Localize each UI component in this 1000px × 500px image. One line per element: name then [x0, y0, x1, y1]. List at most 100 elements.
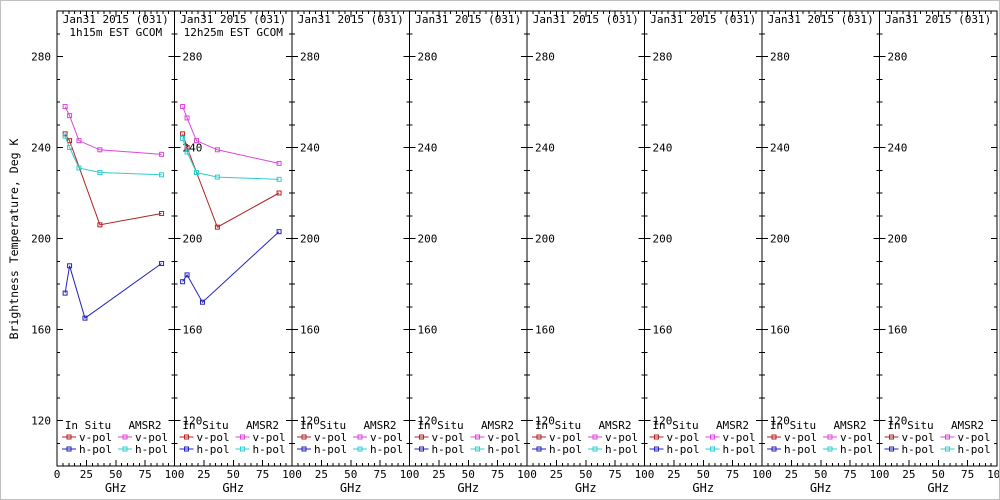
- panel-title: Jan31 2015 (031): [768, 13, 874, 26]
- legend-label: v-pol: [488, 431, 521, 444]
- legend-label: v-pol: [549, 431, 582, 444]
- legend-label: h-pol: [79, 443, 112, 456]
- panel-3: Jan31 2015 (031) 280 240 200 160 120 25 50 75 100…: [291, 10, 420, 495]
- x-axis-unit: GHz: [222, 481, 244, 495]
- x-tick-label: 75: [726, 468, 739, 481]
- panel-title: Jan31 2015 (031): [63, 13, 169, 26]
- legend-marker: [419, 434, 424, 440]
- series-marker: [180, 131, 186, 137]
- panel-2: Jan31 2015 (031)12h25m EST GCOM 280 240 200…: [174, 10, 302, 495]
- y-tick-label: 160: [300, 324, 320, 337]
- x-tick-label: 100: [870, 468, 890, 481]
- legend-header: AMSR2: [363, 419, 396, 432]
- legend-label: h-pol: [253, 443, 286, 456]
- y-tick-label: 200: [183, 233, 203, 246]
- y-tick-label: 120: [31, 415, 51, 428]
- panel-subtitle: 12h25m EST GCOM: [184, 26, 284, 39]
- legend-label: v-pol: [253, 431, 286, 444]
- legend-label: h-pol: [135, 443, 168, 456]
- legend-marker: [654, 434, 659, 440]
- y-tick-label: 200: [535, 233, 555, 246]
- legend-marker: [184, 434, 189, 440]
- y-tick-label: 200: [418, 233, 438, 246]
- y-tick-label: 160: [418, 324, 438, 337]
- legend-header: In Situ: [887, 419, 933, 432]
- series-marker: [82, 315, 88, 321]
- legend-marker: [654, 446, 659, 452]
- legend-marker: [536, 434, 542, 440]
- series-marker: [97, 222, 103, 228]
- y-tick-label: 280: [418, 51, 438, 64]
- y-tick-label: 120: [535, 415, 555, 428]
- series-marker: [159, 210, 165, 216]
- x-tick-label: 75: [844, 468, 857, 481]
- legend-label: v-pol: [723, 431, 756, 444]
- legend-marker: [357, 446, 363, 452]
- x-tick-label: 25: [432, 468, 445, 481]
- series-marker: [199, 299, 205, 305]
- series-marker: [180, 104, 186, 110]
- series-line-amsr2-h-pol: [182, 138, 280, 180]
- series-marker: [214, 224, 220, 230]
- series-line-in-situ-v-pol: [64, 133, 162, 226]
- legend-header: AMSR2: [598, 419, 631, 432]
- legend-marker: [66, 434, 72, 440]
- series-line-in-situ-h-pol: [64, 263, 162, 319]
- series-marker: [67, 145, 73, 150]
- x-tick-label: 25: [80, 468, 93, 481]
- legend-marker: [536, 446, 542, 452]
- x-axis-unit: GHz: [810, 481, 832, 495]
- x-tick-label: 25: [667, 468, 680, 481]
- panel-title: Jan31 2015 (031): [650, 13, 756, 26]
- legend-label: v-pol: [314, 431, 347, 444]
- series-marker: [159, 151, 165, 157]
- legend-marker: [240, 446, 245, 452]
- legend-marker: [771, 434, 777, 440]
- x-tick-label: 50: [814, 468, 827, 481]
- panel-5: Jan31 2015 (031) 280 240 200 160 120 25 50 75 100…: [526, 10, 654, 495]
- y-tick-label: 240: [31, 142, 51, 155]
- legend-marker: [889, 446, 894, 452]
- legend-header: AMSR2: [481, 419, 514, 432]
- legend-header: AMSR2: [246, 419, 279, 432]
- legend-header: AMSR2: [128, 419, 161, 432]
- series-marker: [180, 135, 186, 141]
- x-tick-label: 50: [109, 468, 122, 481]
- x-tick-label: 50: [344, 468, 357, 481]
- x-tick-label: 25: [197, 468, 210, 481]
- legend-marker: [184, 446, 189, 452]
- panel-title: Jan31 2015 (031): [298, 13, 404, 26]
- y-tick-label: 120: [653, 415, 673, 428]
- x-tick-label: 100: [987, 468, 1000, 481]
- legend-marker: [771, 446, 777, 452]
- legend-marker: [710, 446, 715, 452]
- series-marker: [97, 147, 103, 153]
- x-tick-label: 50: [462, 468, 475, 481]
- legend-marker: [475, 434, 480, 440]
- y-tick-label: 160: [888, 324, 908, 337]
- legend-marker: [592, 434, 598, 440]
- x-tick-label: 100: [752, 468, 772, 481]
- legend-label: v-pol: [432, 431, 465, 444]
- series-marker: [193, 138, 199, 144]
- y-tick-label: 120: [300, 415, 320, 428]
- y-tick-label: 280: [300, 51, 320, 64]
- panel-title: Jan31 2015 (031): [885, 13, 991, 26]
- legend-header: In Situ: [535, 419, 581, 432]
- series-line-amsr2-v-pol: [182, 106, 280, 164]
- x-tick-label: 25: [315, 468, 328, 481]
- series-marker: [184, 149, 190, 155]
- panel-title: Jan31 2015 (031): [180, 13, 286, 26]
- series-marker: [62, 104, 68, 110]
- x-tick-label: 50: [579, 468, 592, 481]
- x-tick-label: 100: [165, 468, 185, 481]
- y-tick-label: 280: [31, 51, 51, 64]
- y-tick-label: 160: [770, 324, 790, 337]
- legend-header: AMSR2: [833, 419, 866, 432]
- x-tick-label: 100: [400, 468, 420, 481]
- series-marker: [76, 165, 82, 171]
